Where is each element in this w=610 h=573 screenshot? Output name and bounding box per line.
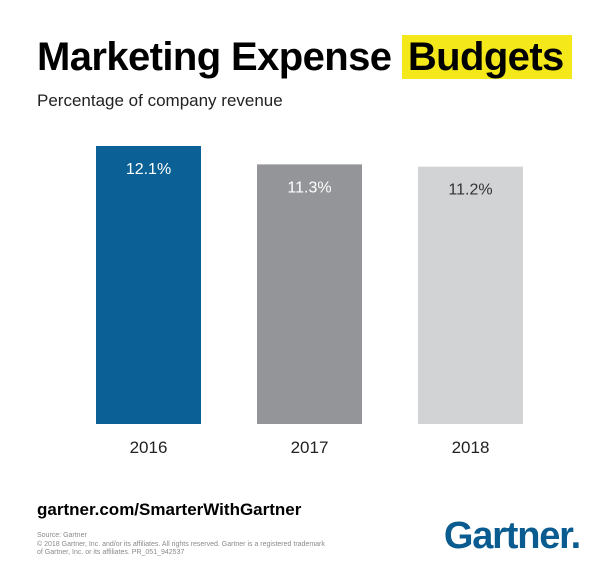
- footer-url[interactable]: gartner.com/SmarterWithGartner: [37, 500, 302, 519]
- value-label-2018: 11.2%: [448, 182, 492, 199]
- value-label-2016: 12.1%: [126, 161, 171, 178]
- bar-2016: [96, 146, 201, 424]
- category-label-2017: 2017: [291, 438, 329, 457]
- bar-2018: [418, 166, 523, 425]
- chart-title: Marketing Expense Budgets: [37, 31, 572, 83]
- title-highlight: Budgets: [401, 35, 572, 79]
- title-main: Marketing Expense: [37, 35, 392, 79]
- value-label-2017: 11.3%: [287, 179, 331, 196]
- bar-2017: [257, 164, 362, 424]
- category-label-2018: 2018: [452, 438, 490, 457]
- source-note: Source: Gartner: [37, 532, 87, 539]
- category-label-2016: 2016: [130, 438, 168, 457]
- chart-subtitle: Percentage of company revenue: [37, 91, 283, 110]
- copyright-line-2: of Gartner, Inc. or its affiliates. PR_0…: [37, 549, 185, 556]
- category-labels-group: 2016 2017 2018: [130, 438, 490, 457]
- bars-group: [96, 146, 523, 425]
- gartner-logo: Gartner.: [443, 515, 581, 557]
- bar-chart: 12.1% 11.3% 11.2% 2016 2017 2018: [96, 146, 523, 457]
- footnote: Source: Gartner © 2018 Gartner, Inc. and…: [37, 532, 325, 558]
- copyright-line-1: © 2018 Gartner, Inc. and/or its affiliat…: [37, 540, 325, 548]
- value-labels-group: 12.1% 11.3% 11.2%: [126, 161, 493, 199]
